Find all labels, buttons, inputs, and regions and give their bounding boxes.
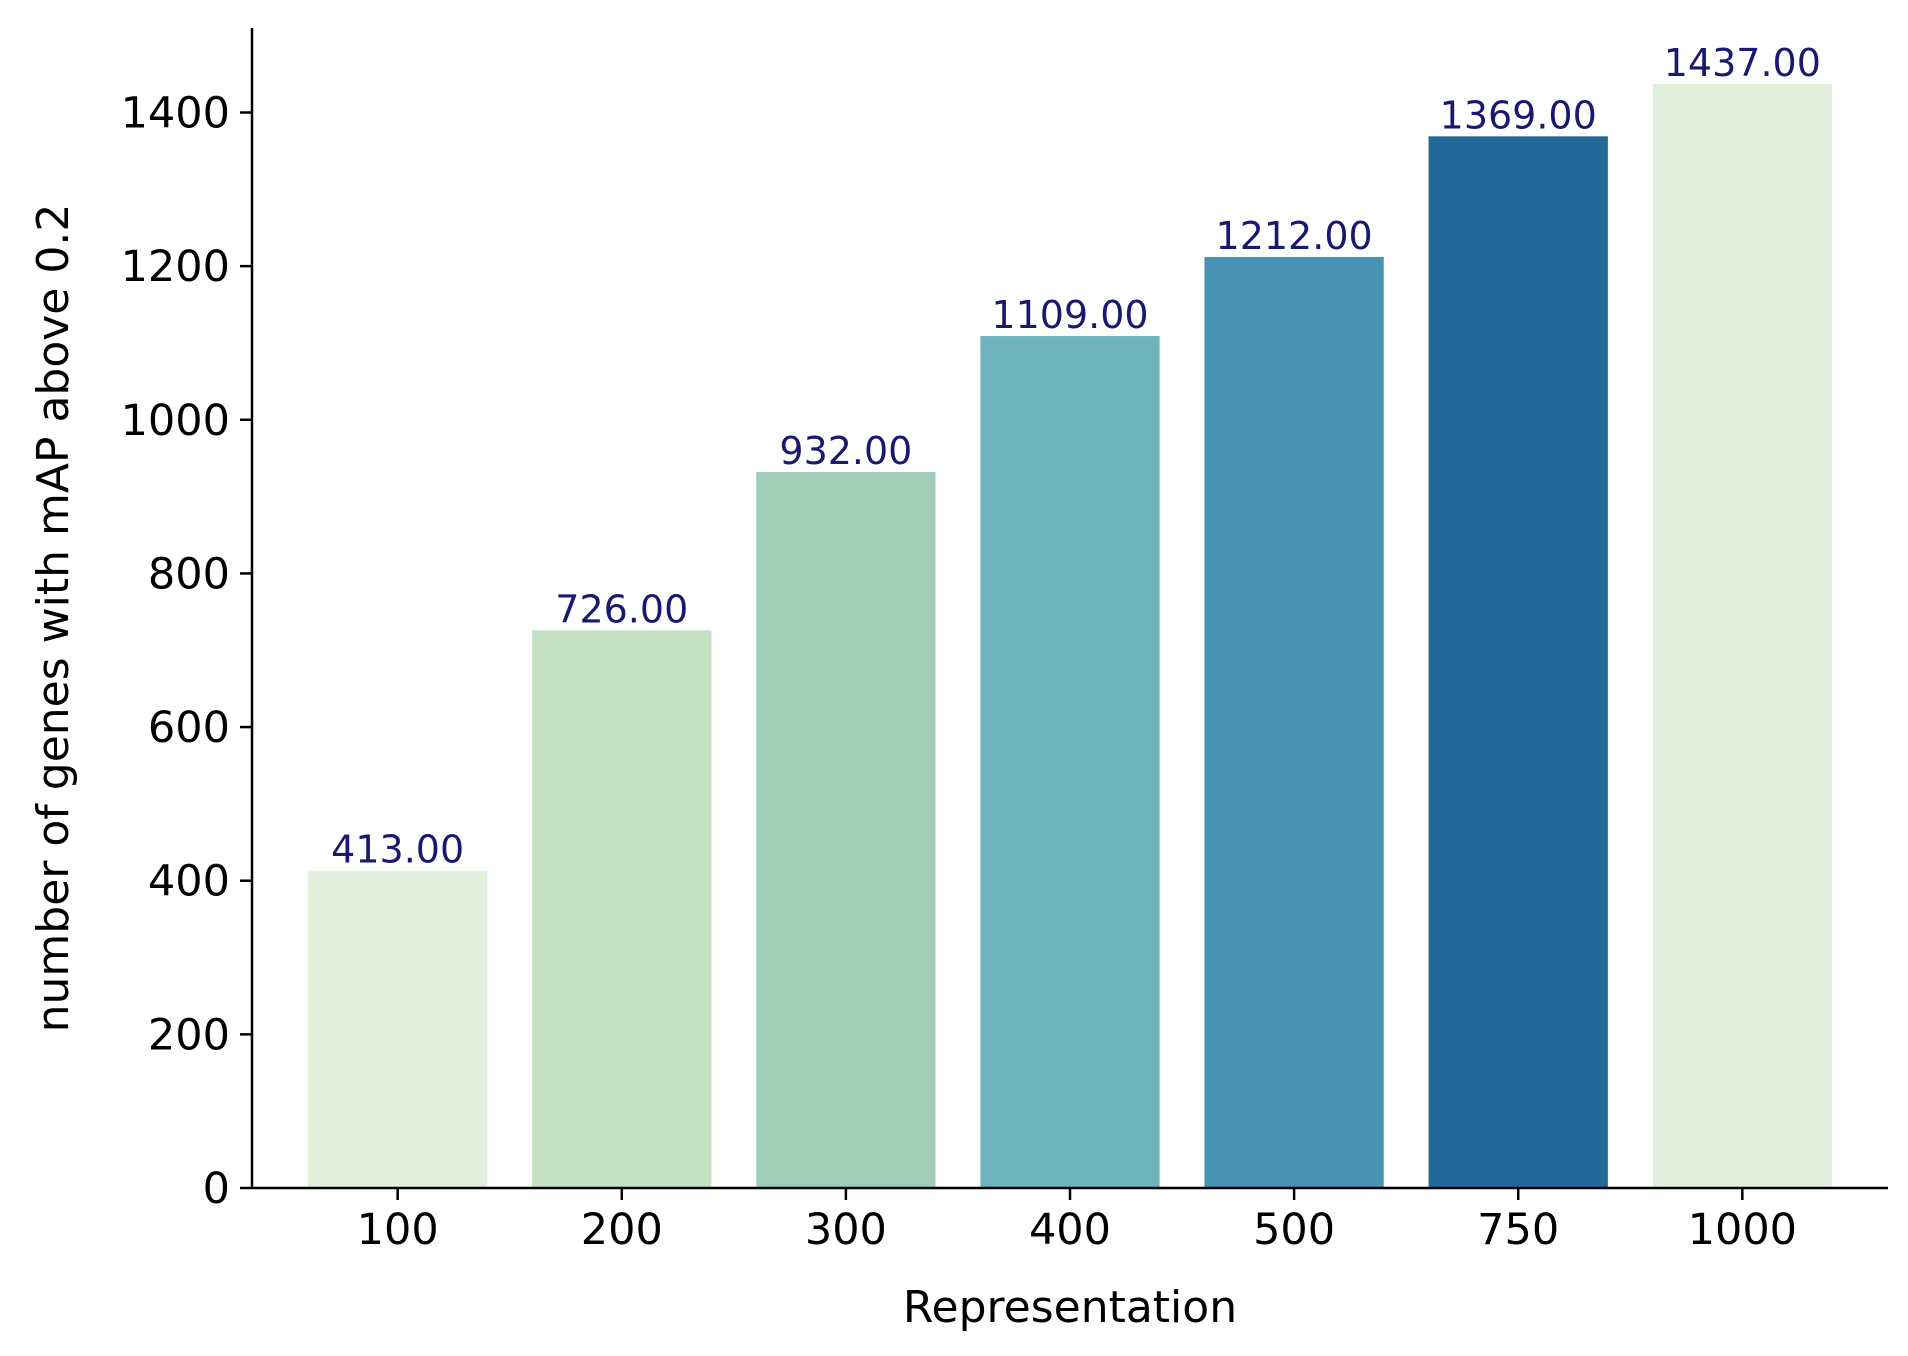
bar-300 — [756, 472, 936, 1188]
data-label-200: 726.00 — [555, 587, 688, 631]
x-tick-label-750: 750 — [1477, 1205, 1559, 1255]
data-label-1000: 1437.00 — [1664, 41, 1821, 85]
bar-100 — [308, 870, 488, 1188]
data-label-400: 1109.00 — [991, 293, 1148, 337]
data-label-500: 1212.00 — [1216, 214, 1373, 258]
x-tick-label-400: 400 — [1029, 1205, 1111, 1255]
y-tick-label-400: 400 — [148, 857, 230, 907]
data-label-300: 932.00 — [779, 429, 912, 473]
x-axis-ticks: 100 200 300 400 500 750 1000 — [357, 1188, 1797, 1255]
data-labels-group: 413.00 726.00 932.00 1109.00 1212.00 1369.00 1… — [331, 41, 1821, 872]
y-tick-label-800: 800 — [148, 549, 230, 599]
y-tick-label-1000: 1000 — [121, 396, 230, 446]
bar-750 — [1428, 136, 1608, 1189]
data-label-100: 413.00 — [331, 828, 464, 872]
bar-1000 — [1652, 84, 1832, 1188]
y-tick-label-200: 200 — [148, 1010, 230, 1060]
data-label-750: 1369.00 — [1440, 93, 1597, 137]
y-tick-label-600: 600 — [148, 703, 230, 753]
bars-group — [308, 84, 1832, 1189]
x-tick-label-1000: 1000 — [1688, 1205, 1797, 1255]
y-tick-label-1200: 1200 — [121, 242, 230, 292]
x-axis-label: Representation — [903, 1282, 1237, 1333]
x-tick-label-100: 100 — [357, 1205, 439, 1255]
bar-500 — [1204, 256, 1384, 1189]
bar-400 — [980, 336, 1160, 1188]
x-tick-label-200: 200 — [581, 1205, 663, 1255]
y-tick-label-1400: 1400 — [121, 89, 230, 139]
bar-200 — [532, 630, 712, 1188]
x-tick-label-500: 500 — [1253, 1205, 1335, 1255]
x-tick-label-300: 300 — [805, 1205, 887, 1255]
y-axis-label: number of genes with mAP above 0.2 — [28, 204, 79, 1033]
y-tick-label-0: 0 — [203, 1164, 230, 1214]
y-axis-ticks: 0 200 400 600 800 1000 1200 1400 — [121, 89, 252, 1214]
